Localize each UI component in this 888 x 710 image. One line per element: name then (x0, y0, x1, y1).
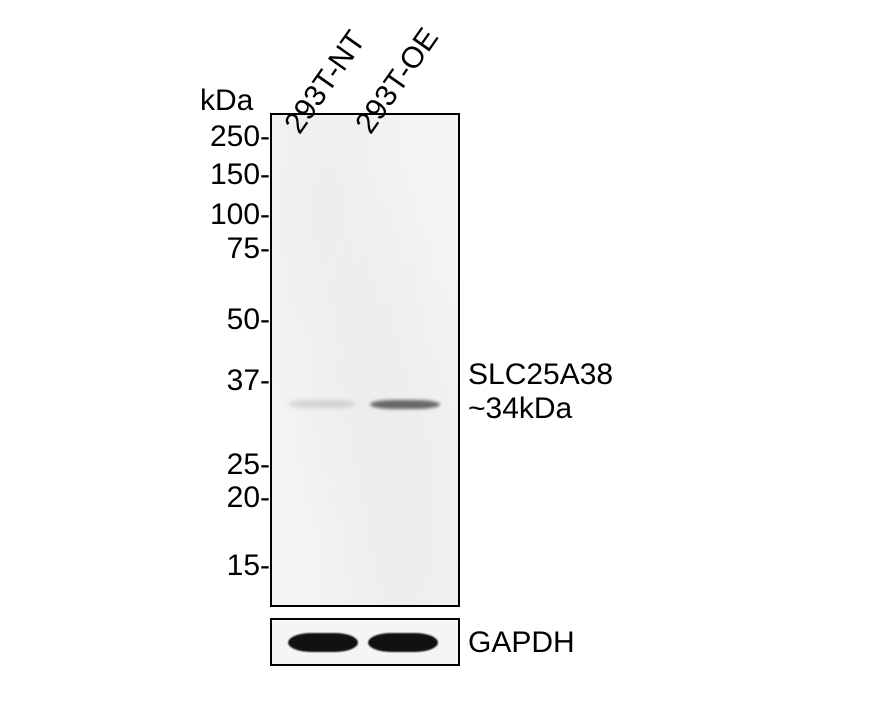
main-blot-membrane (270, 113, 460, 607)
western-blot-figure: kDa 250-150-100-75-50-37-25-20-15- 293T-… (0, 0, 888, 710)
gapdh-band-lane1 (288, 633, 358, 652)
mw-marker-75: 75- (227, 232, 270, 266)
target-protein-name: SLC25A38 (468, 358, 613, 392)
mw-marker-20: 20- (227, 481, 270, 515)
kda-unit-label: kDa (200, 84, 253, 118)
gapdh-label: GAPDH (468, 626, 575, 660)
mw-marker-100: 100- (210, 198, 270, 232)
mw-marker-15: 15- (227, 549, 270, 583)
mw-marker-37: 37- (227, 364, 270, 398)
target-band-lane1-faint (288, 400, 356, 408)
target-band-size: ~34kDa (468, 392, 572, 426)
mw-marker-25: 25- (227, 448, 270, 482)
gapdh-band-lane2 (368, 633, 438, 652)
target-band-lane2 (370, 400, 440, 409)
mw-marker-150: 150- (210, 158, 270, 192)
mw-marker-50: 50- (227, 303, 270, 337)
mw-marker-250: 250- (210, 120, 270, 154)
